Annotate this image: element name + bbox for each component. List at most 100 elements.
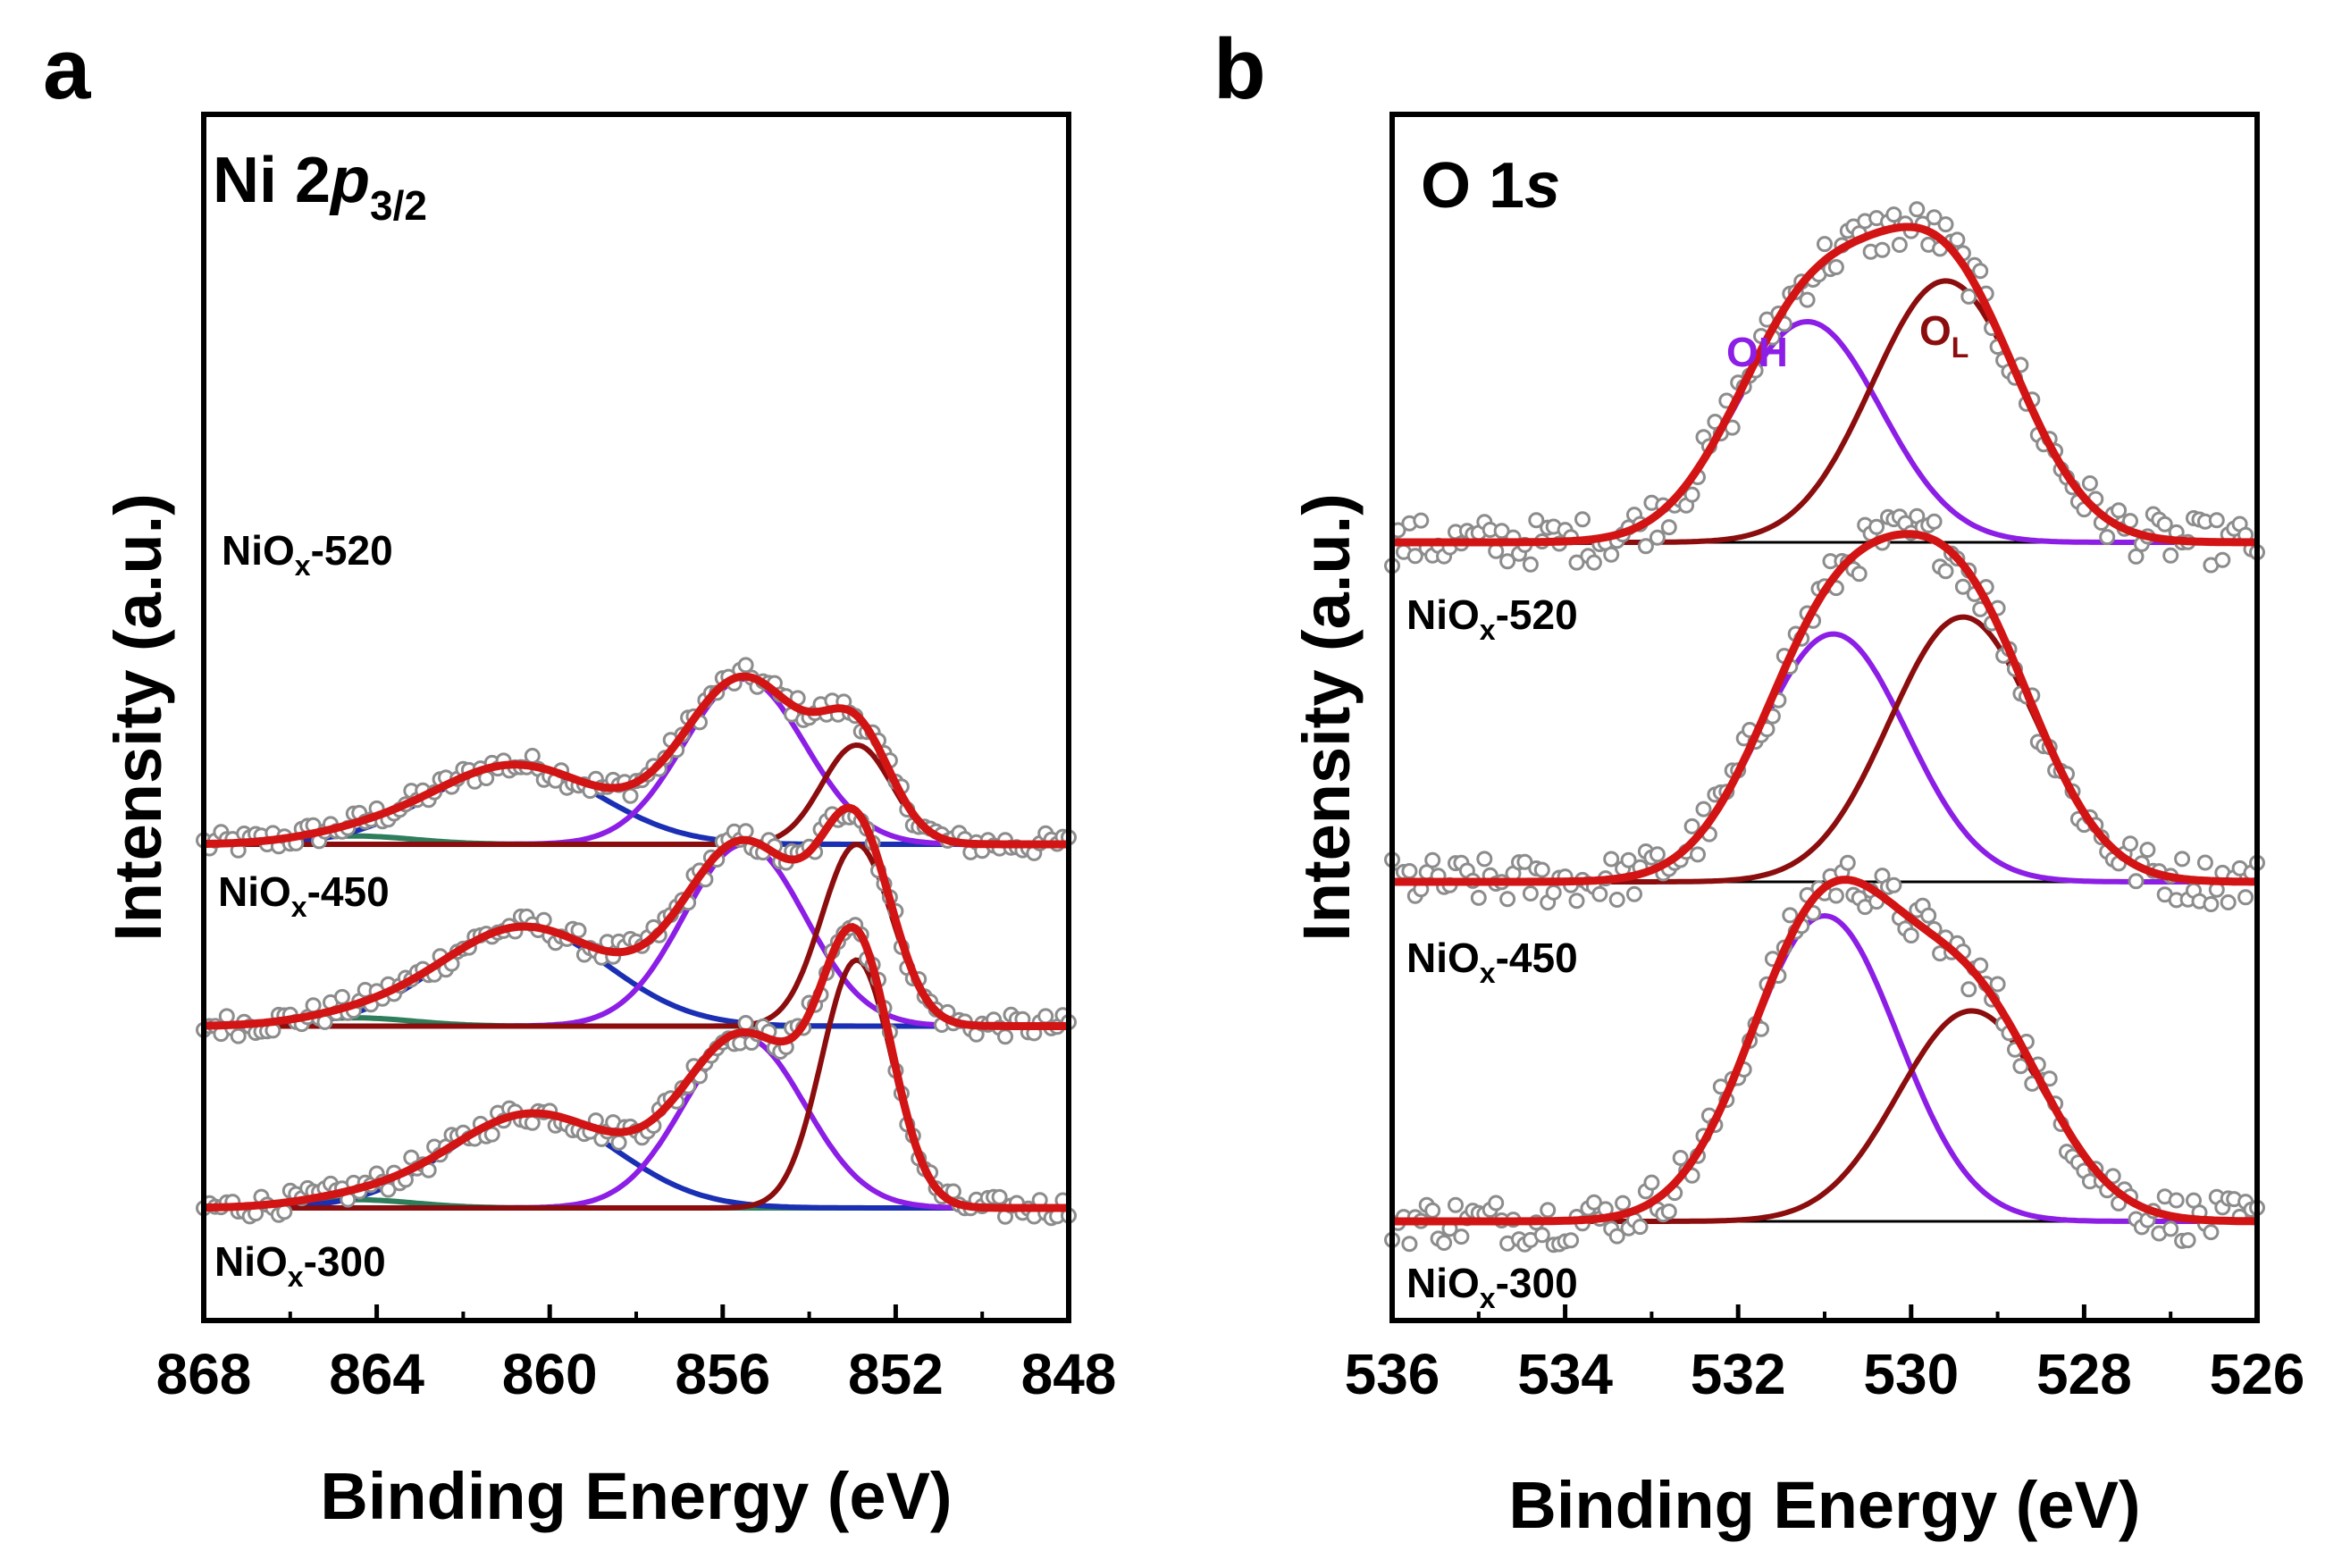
data-point	[1574, 511, 1591, 528]
panel-a-x-axis-label: Binding Energy (eV)	[320, 1459, 952, 1533]
data-point	[1615, 1195, 1632, 1212]
data-point	[2012, 1058, 2029, 1075]
data-point	[1545, 884, 1562, 901]
data-point	[1568, 893, 1585, 910]
data-point	[2162, 1220, 2179, 1237]
data-point	[1960, 288, 1977, 305]
panel-b-frame	[1389, 112, 2260, 1323]
data-point	[997, 1028, 1013, 1045]
ol-peak-label: OL	[1919, 307, 1968, 364]
panel-a-sample-label: NiOx-450	[218, 868, 390, 923]
data-point	[1960, 981, 1977, 998]
data-point	[2203, 896, 2220, 912]
panel-b-y-axis-label: Intensity (a.u.)	[1289, 493, 1364, 942]
panel-a-letter: a	[43, 21, 91, 117]
x-tick-label: 536	[1345, 1342, 1440, 1406]
data-point	[1660, 519, 1677, 536]
data-point	[2237, 889, 2254, 906]
data-point	[2099, 529, 2116, 546]
x-tick-label: 852	[848, 1342, 944, 1406]
x-tick-label: 528	[2036, 1342, 2132, 1406]
panel-a-core-level-title: Ni 2p3/2	[213, 145, 427, 229]
data-point	[2179, 1232, 2196, 1249]
data-point	[1782, 907, 1799, 924]
data-point	[1637, 538, 1654, 555]
data-point	[2162, 547, 2179, 564]
data-point	[1868, 518, 1885, 535]
data-point	[1499, 891, 1516, 908]
data-point	[1632, 1219, 1649, 1236]
data-point	[1874, 241, 1891, 258]
data-point	[2128, 548, 2145, 565]
data-point	[1937, 563, 1954, 580]
data-point	[1909, 201, 1926, 218]
data-point	[2174, 851, 2191, 868]
data-point	[1488, 1195, 1505, 1212]
x-tick-label: 860	[502, 1342, 598, 1406]
panel-a-ni2p: a 868 864 860 856 852 848 Ni 2p3/2 NiOx-520 N…	[43, 21, 1116, 1533]
data-point	[1851, 566, 1868, 583]
fit-component-purple	[1392, 318, 2257, 545]
data-point	[1448, 1196, 1464, 1213]
data-point	[1972, 957, 1989, 974]
data-point	[1926, 209, 1943, 226]
data-point	[2203, 1224, 2220, 1241]
fit-envelope	[203, 803, 1069, 1030]
x-tick-label: 848	[1021, 1342, 1117, 1406]
oh-peak-label: OH	[1726, 329, 1788, 375]
panel-b-letter: b	[1213, 21, 1266, 117]
data-point	[1608, 892, 1625, 908]
x-tick-label: 864	[329, 1342, 424, 1406]
x-tick-label: 856	[675, 1342, 770, 1406]
data-point	[1453, 1228, 1470, 1245]
data-point	[1476, 851, 1493, 868]
data-point	[1827, 259, 1844, 275]
fit-envelope	[203, 672, 1069, 849]
data-point	[524, 748, 541, 764]
panel-b-plot-area	[1384, 201, 2265, 1254]
data-point	[2139, 842, 2156, 859]
data-point	[333, 988, 350, 1005]
data-point	[1799, 291, 1816, 308]
data-point	[1522, 885, 1539, 901]
data-point	[1660, 1203, 1677, 1220]
data-point	[1695, 801, 1712, 818]
spectrum-NiOx-300	[196, 917, 1077, 1227]
data-point	[1920, 907, 1937, 924]
data-point	[2214, 551, 2231, 568]
data-point	[610, 1134, 627, 1151]
data-point	[1413, 512, 1430, 529]
data-point	[1516, 853, 1533, 870]
data-point	[1608, 1228, 1625, 1245]
data-point	[1949, 231, 1966, 248]
data-point	[2128, 873, 2145, 890]
data-point	[1690, 846, 1706, 863]
panel-b-sample-label: NiOx-300	[1406, 1260, 1578, 1314]
data-point	[1401, 1236, 1418, 1253]
spectrum-NiOx-450	[1384, 507, 2265, 912]
data-point	[2168, 1192, 2185, 1209]
data-point	[2122, 835, 2138, 852]
panel-b-sample-label: NiOx-450	[1406, 935, 1578, 989]
spectrum-NiOx-520	[196, 657, 1077, 861]
data-point	[1424, 1202, 1441, 1219]
panel-a-sample-label: NiOx-300	[214, 1238, 386, 1293]
data-point	[1436, 1235, 1453, 1251]
data-point	[1540, 1202, 1557, 1219]
data-point	[1406, 548, 1423, 565]
data-point	[1643, 1174, 1660, 1191]
data-point	[737, 657, 754, 674]
data-point	[1954, 578, 1971, 595]
data-point	[1563, 1232, 1580, 1249]
data-point	[2081, 475, 2098, 491]
data-point	[1522, 556, 1539, 573]
panel-a-sample-label: NiOx-520	[222, 527, 393, 582]
data-point	[1585, 554, 1602, 571]
data-point	[1533, 861, 1550, 878]
panel-b-x-ticks: 536 534 532 530 528 526	[1345, 1304, 2304, 1406]
data-point	[1603, 546, 1620, 563]
panel-a-y-axis-label: Intensity (a.u.)	[101, 493, 175, 942]
data-point	[1620, 851, 1637, 868]
x-tick-label: 532	[1691, 1342, 1786, 1406]
